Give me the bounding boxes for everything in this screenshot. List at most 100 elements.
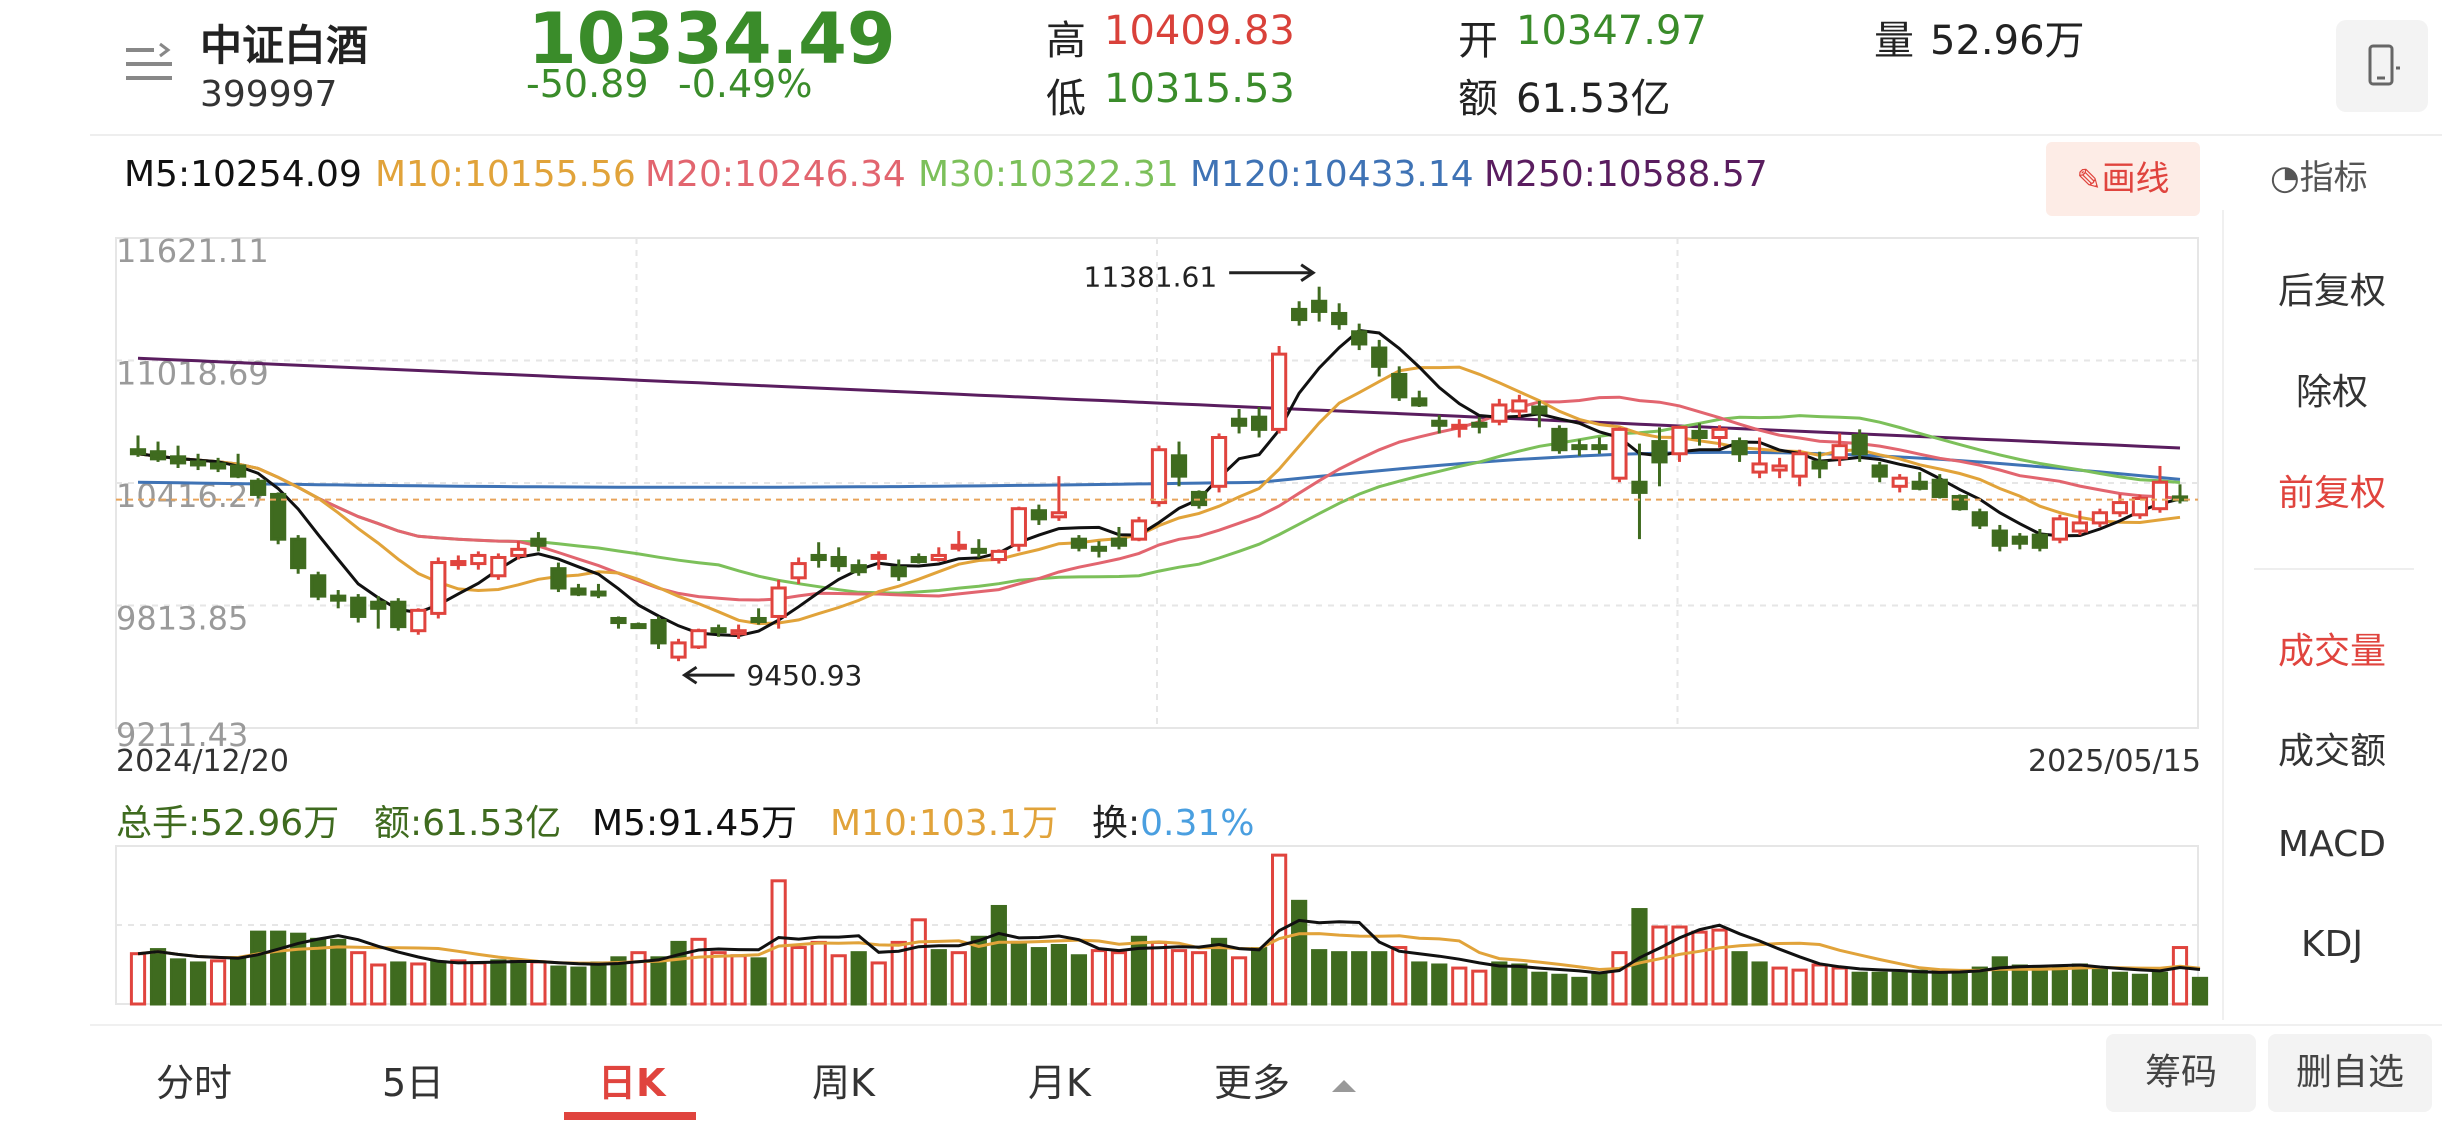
tab-weekly-k[interactable]: 周K — [812, 1061, 875, 1105]
candle-body — [1311, 299, 1328, 313]
volume-bar — [1010, 940, 1027, 1006]
candle — [570, 583, 587, 597]
index-code: 399997 — [200, 74, 338, 115]
side-item-pre-adjusted[interactable]: 前复权 — [2277, 473, 2386, 514]
volume-bar — [550, 965, 567, 1006]
side-item-kdj[interactable]: KDJ — [2301, 924, 2363, 965]
candle-body — [1391, 372, 1408, 399]
candle-body — [1150, 448, 1168, 505]
volume-bar — [1551, 973, 1568, 1006]
volume-bar — [1931, 969, 1948, 1006]
side-item-turnover-amount[interactable]: 成交额 — [2277, 731, 2386, 772]
candle — [1831, 433, 1848, 466]
candle — [1010, 506, 1027, 552]
candle — [970, 539, 987, 558]
candle — [2171, 484, 2189, 504]
candle-body — [1010, 507, 1027, 547]
volume-chart[interactable] — [0, 840, 2442, 1020]
candle-body — [1271, 352, 1288, 431]
menu-icon[interactable] — [124, 40, 174, 90]
candle — [1371, 339, 1388, 377]
candle — [1050, 476, 1068, 521]
tab-daily-k[interactable]: 日K — [598, 1061, 666, 1105]
indicator-button[interactable]: ◔指标 — [2270, 150, 2368, 199]
ma5-legend: M5:10254.09 — [124, 154, 362, 195]
volume-bar — [450, 959, 467, 1006]
volume-bar — [1130, 935, 1148, 1006]
side-panel: 后复权 除权 前复权 成交量 成交额 MACD KDJ — [2222, 210, 2440, 1020]
gauge-icon: ◔ — [2270, 158, 2300, 198]
volume-bar — [830, 954, 847, 1006]
candle-body — [1791, 452, 1808, 478]
volume-bar — [1050, 943, 1068, 1006]
candle — [1250, 407, 1268, 438]
candle — [910, 553, 927, 564]
volume-legend-m10: M10:103.1万 — [830, 803, 1059, 844]
volume-bar — [750, 957, 767, 1006]
volume-bar — [530, 960, 547, 1006]
candle — [710, 624, 727, 637]
volume-bar — [189, 961, 207, 1006]
ma250-line — [137, 356, 2181, 450]
ma120-legend: M120:10433.14 — [1190, 154, 1474, 195]
candle — [370, 596, 387, 629]
volume-bar — [1311, 949, 1328, 1006]
volume-bar — [1691, 930, 1708, 1006]
volume-bar — [1451, 966, 1468, 1006]
landscape-toggle-button[interactable] — [2336, 20, 2428, 112]
tab-intraday[interactable]: 分时 — [156, 1061, 233, 1105]
candle-body — [2091, 511, 2109, 525]
candle — [1431, 415, 1448, 434]
candle — [410, 608, 427, 635]
chart-start-date: 2024/12/20 — [116, 744, 289, 779]
candle — [950, 531, 967, 552]
tab-monthly-k[interactable]: 月K — [1028, 1061, 1091, 1105]
side-item-post-adjusted[interactable]: 后复权 — [2277, 271, 2386, 312]
candle — [1671, 425, 1688, 462]
volume-bar — [1331, 951, 1348, 1006]
candle-body — [490, 555, 507, 578]
candle-body — [1731, 440, 1748, 456]
candle-body — [2111, 501, 2129, 515]
volume-bar — [1210, 937, 1228, 1006]
volume-bar — [710, 951, 727, 1006]
volume-bar — [1751, 961, 1768, 1006]
candle-body — [1771, 464, 1788, 472]
volume-bar — [1891, 971, 1908, 1006]
candle — [1511, 394, 1528, 418]
tab-5day[interactable]: 5日 — [382, 1061, 445, 1105]
candle-body — [410, 608, 427, 633]
volume-bar — [2191, 976, 2209, 1006]
volume-legend-amount: 额:61.53亿 — [374, 803, 562, 844]
phone-rotate-icon — [2368, 44, 2400, 86]
side-item-macd[interactable]: MACD — [2278, 824, 2386, 865]
candle-body — [1331, 311, 1348, 326]
candle-body — [2151, 480, 2169, 511]
volume-bar — [1150, 940, 1168, 1006]
side-item-volume[interactable]: 成交量 — [2277, 631, 2386, 672]
chips-button[interactable]: 筹码 — [2106, 1034, 2256, 1112]
index-name: 中证白酒 — [200, 21, 369, 70]
tab-more[interactable]: 更多 — [1214, 1052, 1357, 1107]
candle-body — [2131, 497, 2149, 517]
volume-bar — [1070, 954, 1088, 1006]
draw-line-button[interactable]: ✎画线 — [2046, 142, 2200, 216]
volume-bar — [1531, 971, 1548, 1006]
candle-body — [930, 553, 947, 562]
candle — [1351, 323, 1368, 351]
header-divider — [90, 134, 2442, 136]
candle — [530, 532, 547, 552]
candlestick-chart[interactable]: 11621.1111018.6910416.279813.859211.4311… — [0, 0, 2442, 760]
candle-body — [910, 555, 927, 564]
volume-bar — [1851, 971, 1868, 1006]
side-item-ex-rights[interactable]: 除权 — [2295, 372, 2368, 413]
candle-body — [650, 619, 667, 645]
volume-bar — [1971, 966, 1988, 1006]
candle-body — [1190, 490, 1208, 507]
candle — [1551, 425, 1568, 454]
candle-body — [1030, 509, 1047, 521]
candle-body — [1611, 427, 1628, 480]
candle-body — [810, 553, 827, 562]
remove-watchlist-button[interactable]: 删自选 — [2268, 1034, 2432, 1112]
volume-bar — [330, 938, 347, 1006]
